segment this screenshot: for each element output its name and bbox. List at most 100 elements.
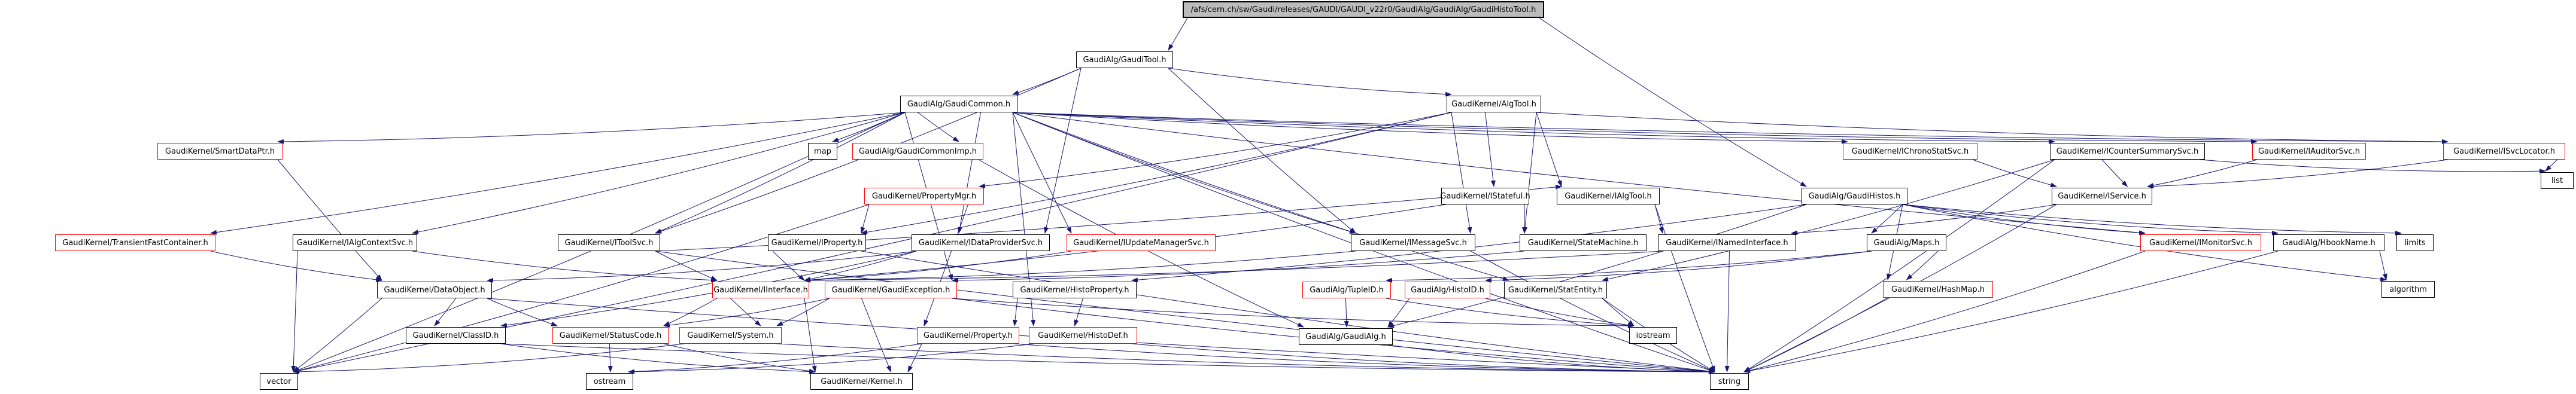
edge-ialgcontextsvc-to-vector (291, 251, 298, 372)
edge-propertymgr-to-property (924, 204, 968, 326)
edge-isvclocator-to-iservice (2147, 159, 2449, 189)
graph-node-ichronostatsvc[interactable]: GaudiKernel/IChronoStatSvc.h (1843, 143, 1977, 160)
graph-node-imessagesvc[interactable]: GaudiKernel/IMessageSvc.h (1351, 234, 1475, 251)
graph-node-iproperty[interactable]: GaudiKernel/IProperty.h (768, 234, 866, 251)
graph-node-ialgcontextsvc[interactable]: GaudiKernel/IAlgContextSvc.h (293, 234, 417, 251)
graph-node-hbookname[interactable]: GaudiAlg/HbookName.h (2273, 234, 2384, 251)
graph-node-gaudiexception[interactable]: GaudiKernel/GaudiException.h (825, 282, 957, 298)
edge-gaudihistos-to-maps (1871, 204, 1903, 234)
graph-node-maps[interactable]: GaudiAlg/Maps.h (1867, 234, 1946, 251)
graph-node-isvclocator[interactable]: GaudiKernel/ISvcLocator.h (2443, 143, 2565, 160)
edge-icountersummarysvc-to-string (1743, 159, 2055, 372)
edge-gaudicommon-to-ialgcontextsvc (412, 112, 906, 234)
edge-iproperty-to-iinterface (772, 251, 805, 281)
graph-node-list[interactable]: list (2541, 172, 2574, 189)
edge-maps-to-histoid (1485, 251, 1872, 283)
edge-gaudiexception-to-iostream (952, 298, 1635, 328)
graph-node-string[interactable]: string (1710, 373, 1749, 390)
edge-gaudicommon-to-iupdatemanagersvc (1012, 112, 1072, 234)
edge-algtool-to-statemachine (1523, 112, 1537, 234)
edge-classid-to-string (500, 343, 1715, 374)
graph-node-iostream[interactable]: iostream (1629, 327, 1677, 344)
graph-node-iinterface[interactable]: GaudiKernel/IInterface.h (712, 282, 809, 298)
edge-ialgtool-to-inamedinterface (1654, 204, 1664, 234)
graph-node-propertymgr[interactable]: GaudiKernel/PropertyMgr.h (864, 188, 984, 204)
edge-gaudiexception-to-kernel (861, 298, 891, 372)
edge-histoproperty-to-histodef (1074, 298, 1083, 326)
graph-node-idataprovidersvc[interactable]: GaudiKernel/IDataProviderSvc.h (912, 234, 1050, 251)
edge-property-to-kernel (907, 343, 922, 372)
edge-gaudicommon-to-gaudicommonimp (918, 112, 959, 142)
edge-gaudicommon-to-imonitorsvc (1012, 112, 2146, 236)
graph-node-icountersummarysvc[interactable]: GaudiKernel/ICounterSummarySvc.h (2050, 143, 2205, 160)
graph-node-limits[interactable]: limits (2396, 234, 2434, 251)
graph-node-iupdatemanagersvc[interactable]: GaudiKernel/IUpdateManagerSvc.h (1067, 234, 1216, 251)
edge-iupdatemanagersvc-to-iinterface (804, 251, 1072, 283)
graph-node-imonitorsvc[interactable]: GaudiKernel/IMonitorSvc.h (2140, 234, 2261, 251)
graph-node-transientfastcontainer[interactable]: GaudiKernel/TransientFastContainer.h (55, 234, 215, 251)
graph-node-dataobject[interactable]: GaudiKernel/DataObject.h (377, 282, 492, 298)
edge-statuscode-to-kernel (663, 343, 816, 374)
graph-node-ostream[interactable]: ostream (586, 373, 633, 390)
edge-histoproperty-to-property (1013, 298, 1018, 326)
graph-node-histodef[interactable]: GaudiKernel/HistoDef.h (1029, 327, 1137, 344)
edge-icountersummarysvc-to-statentity (1602, 159, 2055, 282)
graph-node-statentity[interactable]: GaudiKernel/StatEntity.h (1504, 282, 1607, 298)
edge-statuscode-to-ostream (607, 343, 613, 372)
edge-tupleid-to-iostream (1386, 298, 1635, 328)
edge-isvclocator-to-list (2545, 159, 2557, 172)
edge-ichronostatsvc-to-iservice (1972, 159, 2057, 188)
edge-dataobject-to-statuscode (487, 298, 558, 326)
edge-root-to-gauditool (1168, 17, 1188, 51)
graph-node-itoolsvc[interactable]: GaudiKernel/IToolSvc.h (558, 234, 660, 251)
edge-idataprovidersvc-to-classid (500, 251, 917, 328)
graph-node-property[interactable]: GaudiKernel/Property.h (917, 327, 1019, 344)
edge-gaudicommon-to-itoolsvc (655, 112, 906, 234)
graph-node-ialgtool[interactable]: GaudiKernel/IAlgTool.h (1557, 188, 1660, 204)
graph-node-gaudicommonimp[interactable]: GaudiAlg/GaudiCommonImp.h (852, 143, 983, 160)
graph-node-system[interactable]: GaudiKernel/System.h (679, 327, 782, 344)
graph-node-tupleid[interactable]: GaudiAlg/TupleID.h (1302, 282, 1391, 298)
graph-node-classid[interactable]: GaudiKernel/ClassID.h (406, 327, 506, 344)
edge-imessagesvc-to-iinterface (804, 251, 1356, 283)
graph-node-gaudicommon[interactable]: GaudiAlg/GaudiCommon.h (900, 96, 1017, 112)
edge-property-to-string (1014, 343, 1715, 374)
graph-node-gaudihistos[interactable]: GaudiAlg/GaudiHistos.h (1802, 188, 1907, 204)
edge-dataobject-to-classid (434, 298, 456, 326)
graph-node-gauditool[interactable]: GaudiAlg/GaudiTool.h (1076, 51, 1173, 68)
edge-gauditool-to-algtool (1168, 68, 1452, 97)
graph-node-vector[interactable]: vector (260, 373, 298, 390)
graph-node-algorithm[interactable]: algorithm (2381, 281, 2435, 298)
graph-node-inamedinterface[interactable]: GaudiKernel/INamedInterface.h (1658, 234, 1796, 251)
edge-iinterface-to-system (730, 298, 761, 326)
edge-hbookname-to-string (1743, 251, 2279, 374)
edge-gaudihistos-to-hbookname (1902, 204, 2279, 236)
graph-node-iservice[interactable]: GaudiKernel/IService.h (2052, 188, 2152, 204)
edge-hbookname-to-algorithm (2379, 251, 2387, 280)
graph-node-algtool[interactable]: GaudiKernel/AlgTool.h (1447, 96, 1541, 112)
edge-iauditorsvc-to-iservice (2147, 159, 2258, 188)
graph-node-smartdataptr[interactable]: GaudiKernel/SmartDataPtr.h (157, 143, 282, 160)
edge-idataprovidersvc-to-iinterface (804, 251, 917, 282)
graph-node-istateful[interactable]: GaudiKernel/IStateful.h (1440, 188, 1530, 204)
graph-node-map[interactable]: map (808, 143, 837, 160)
graph-node-statemachine[interactable]: GaudiKernel/StateMachine.h (1520, 234, 1647, 251)
graph-node-statuscode[interactable]: GaudiKernel/StatusCode.h (552, 327, 669, 344)
graph-node-kernel[interactable]: GaudiKernel/Kernel.h (810, 373, 913, 390)
edge-maps-to-hashmap (1906, 251, 1939, 280)
edge-iproperty-to-string (861, 251, 1715, 374)
graph-node-gaudialg[interactable]: GaudiAlg/GaudiAlg.h (1299, 328, 1393, 345)
edge-gaudicommon-to-icountersummarysvc (1012, 112, 2055, 144)
edge-gaudihistos-to-imonitorsvc (1902, 204, 2146, 236)
graph-node-histoproperty[interactable]: GaudiKernel/HistoProperty.h (1013, 282, 1137, 298)
graph-node-iauditorsvc[interactable]: GaudiKernel/IAuditorSvc.h (2252, 143, 2366, 160)
edge-gaudicommon-to-transientfastcontainer (210, 112, 906, 235)
graph-node-hashmap[interactable]: GaudiKernel/HashMap.h (1883, 281, 1993, 298)
edge-gaudicommon-to-ichronostatsvc (1012, 112, 1848, 144)
edge-idataprovidersvc-to-dataobject (487, 251, 917, 283)
graph-node-histoid[interactable]: GaudiAlg/HistoID.h (1405, 282, 1490, 298)
graph-node-root: /afs/cern.ch/sw/Gaudi/releases/GAUDI/GAU… (1183, 1, 1544, 18)
edge-gaudicommon-to-iauditorsvc (1012, 112, 2258, 144)
